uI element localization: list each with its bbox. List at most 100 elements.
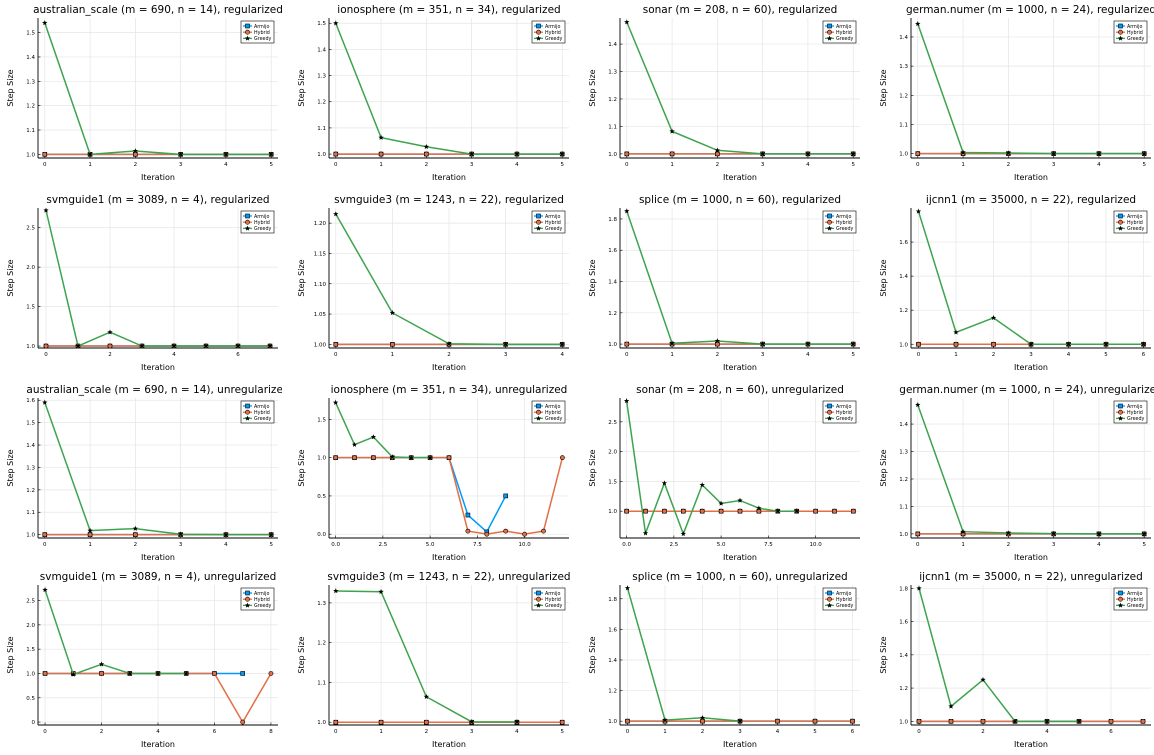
series-greedy xyxy=(42,399,274,537)
y-axis-label: Step Size xyxy=(297,636,306,673)
hybrid-point xyxy=(643,508,648,514)
y-tick-label: 1.00 xyxy=(314,342,327,348)
x-tick-label: 4 xyxy=(560,352,564,358)
x-tick-label: 4 xyxy=(224,542,228,548)
greedy-point xyxy=(559,341,565,347)
greedy-point xyxy=(42,399,48,405)
x-tick-label: 1 xyxy=(88,162,92,168)
greedy-point xyxy=(624,585,631,591)
y-axis-label: Step Size xyxy=(879,636,888,673)
legend-marker xyxy=(536,403,541,409)
x-axis-label: Iteration xyxy=(723,740,757,749)
legend-marker xyxy=(536,409,541,415)
x-tick-label: 6 xyxy=(1142,352,1146,358)
series-hybrid xyxy=(333,719,565,725)
y-tick-label: 1.2 xyxy=(899,686,908,692)
greedy-point xyxy=(267,343,273,349)
greedy-point xyxy=(1103,341,1109,347)
legend-marker xyxy=(827,213,832,219)
legend-marker xyxy=(1118,23,1123,29)
greedy-point xyxy=(378,134,384,140)
y-tick-label: 1.0 xyxy=(26,344,35,350)
y-tick-label: 1.1 xyxy=(899,504,908,510)
x-axis-label: Iteration xyxy=(432,363,466,372)
legend-marker xyxy=(244,35,251,41)
series-greedy xyxy=(43,207,273,349)
x-tick-label: 3 xyxy=(738,729,742,735)
greedy-point xyxy=(661,480,668,486)
y-tick-label: 1.6 xyxy=(608,248,617,254)
hybrid-point xyxy=(541,528,546,534)
y-tick-label: 1.0 xyxy=(317,456,326,462)
x-axis-label: Iteration xyxy=(432,740,466,749)
legend-marker xyxy=(535,225,542,231)
legend-marker xyxy=(535,602,542,608)
greedy-point xyxy=(1076,718,1082,724)
series-greedy xyxy=(332,399,433,460)
y-tick-label: 0.0 xyxy=(317,532,326,538)
greedy-point xyxy=(1050,530,1057,536)
hybrid-point xyxy=(333,341,339,347)
hybrid-point xyxy=(389,341,395,347)
y-tick-label: 1.4 xyxy=(899,422,908,428)
hybrid-point xyxy=(42,151,48,157)
x-tick-label: 0 xyxy=(334,352,338,358)
y-tick-label: 1.5 xyxy=(26,305,35,311)
x-tick-label: 4 xyxy=(156,729,160,735)
hybrid-point xyxy=(87,532,93,538)
legend-label: Hybrid xyxy=(1127,597,1143,603)
y-tick-label: 1.3 xyxy=(317,74,326,80)
hybrid-point xyxy=(832,508,837,514)
chart-title: australian_scale (m = 690, n = 14), regu… xyxy=(33,4,282,16)
series-greedy xyxy=(915,21,1147,156)
x-tick-label: 4 xyxy=(1097,542,1101,548)
legend-marker xyxy=(1118,409,1123,415)
series-greedy xyxy=(624,585,743,724)
chart-title: splice (m = 1000, n = 60), unregularized xyxy=(632,571,847,583)
greedy-line xyxy=(626,21,854,155)
subplot-2: ionosphere (m = 351, n = 34), regularize… xyxy=(297,4,569,182)
greedy-point xyxy=(427,454,433,460)
legend-marker xyxy=(245,409,250,415)
greedy-point xyxy=(669,128,675,134)
x-tick-label: 2 xyxy=(134,162,138,168)
armijo-point xyxy=(503,493,508,499)
legend-label: Greedy xyxy=(254,226,272,232)
x-tick-label: 1 xyxy=(670,352,674,358)
x-tick-label: 2.5 xyxy=(378,542,387,548)
x-tick-label: 3 xyxy=(179,162,183,168)
hybrid-point xyxy=(624,341,630,347)
greedy-point xyxy=(351,441,358,447)
greedy-point xyxy=(850,341,856,347)
series-greedy xyxy=(915,402,1147,537)
y-tick-label: 1.2 xyxy=(608,689,617,695)
greedy-point xyxy=(42,20,48,26)
x-tick-label: 2 xyxy=(425,729,429,735)
hybrid-point xyxy=(662,508,667,514)
chart-title: splice (m = 1000, n = 60), regularized xyxy=(639,194,841,206)
x-tick-label: 5 xyxy=(813,729,817,735)
hybrid-point xyxy=(1108,718,1114,724)
x-tick-label: 2 xyxy=(425,162,429,168)
y-axis-label: Step Size xyxy=(588,636,597,673)
legend-label: Greedy xyxy=(254,603,272,609)
x-tick-label: 4 xyxy=(1045,729,1049,735)
y-tick-label: 1.8 xyxy=(608,217,617,223)
greedy-point xyxy=(1140,341,1147,347)
x-tick-label: 2 xyxy=(701,729,705,735)
hybrid-point xyxy=(916,718,922,724)
x-tick-label: 3 xyxy=(504,352,508,358)
x-tick-label: 2 xyxy=(1007,162,1011,168)
x-tick-label: 1 xyxy=(379,729,383,735)
legend-label: Hybrid xyxy=(545,30,561,36)
subplot-9: australian_scale (m = 690, n = 14), unre… xyxy=(6,384,282,562)
legend-marker xyxy=(1118,403,1123,409)
y-tick-label: 1.15 xyxy=(314,251,327,257)
series-greedy xyxy=(623,398,800,537)
legend-label: Armijo xyxy=(545,24,561,30)
greedy-point xyxy=(389,310,396,316)
legend-label: Greedy xyxy=(545,603,563,609)
